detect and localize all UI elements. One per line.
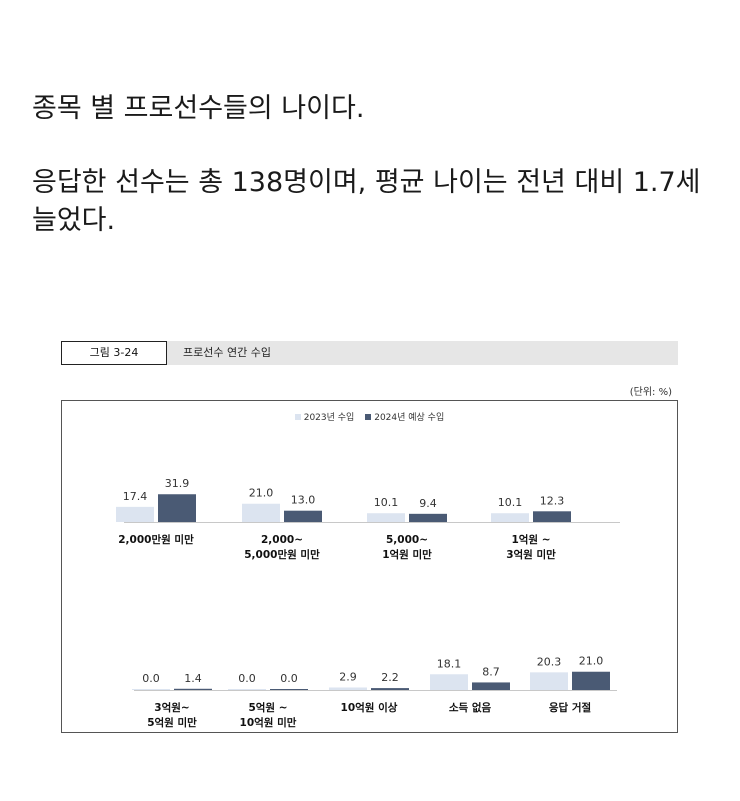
value-label-2024-6: 0.0 [280,672,298,685]
intro-line-2: 응답한 선수는 총 138명이며, 평균 나이는 전년 대비 1.7세 늘었다. [32,167,701,236]
bar-chart: 17.4 31.9 2,000만원 미만 21.0 13.0 2,000~ 5,000만원 … [116,477,620,729]
legend-item-2023: 2023년 수입 [294,410,355,423]
bar-2023-1 [116,506,154,522]
value-label-2024-5: 1.4 [184,672,202,685]
category-label-4-line-1: 1억원 ~ [511,533,550,546]
value-label-2023-6: 0.0 [238,672,256,685]
chart-container: 17.4 31.9 2,000만원 미만 21.0 13.0 2,000~ 5,000만원 … [61,400,678,733]
figure-number: 그림 3-24 [61,341,167,365]
category-label-3-line-2: 1억원 미만 [382,548,432,561]
chart-legend: 2023년 수입 2024년 예상 수입 [62,410,677,423]
bar-2023-9 [530,672,568,690]
value-label-2023-9: 20.3 [537,655,562,668]
category-label-8-line-1: 소득 없음 [449,701,492,714]
value-label-2024-8: 8.7 [482,665,500,678]
bar-2023-4 [491,513,529,522]
bar-2024-8 [472,682,510,690]
value-label-2023-4: 10.1 [498,496,523,509]
bar-2023-7 [329,687,367,690]
legend-label-2023: 2023년 수입 [303,413,355,423]
value-label-2024-4: 12.3 [540,494,565,507]
bar-2024-6 [270,689,308,690]
bar-2024-4 [533,511,571,522]
category-label-2-line-2: 5,000만원 미만 [244,548,320,561]
bar-2024-2 [284,510,322,522]
category-label-9-line-1: 응답 거절 [549,701,591,714]
bar-2024-7 [371,688,409,690]
bar-2023-8 [430,674,468,690]
intro-line-1: 종목 별 프로선수들의 나이다. [32,93,365,124]
figure-title: 프로선수 연간 수입 [183,346,271,359]
category-label-5-line-2: 5억원 미만 [147,716,197,729]
bar-2024-1 [158,494,196,522]
category-label-6-line-1: 5억원 ~ [248,701,287,714]
value-label-2024-9: 21.0 [579,655,604,668]
value-label-2024-3: 9.4 [419,497,437,510]
value-label-2023-1: 17.4 [123,490,148,503]
bar-2024-3 [409,513,447,522]
bar-2023-6 [228,689,266,690]
category-label-3-line-1: 5,000~ [386,534,428,546]
category-label-2-line-1: 2,000~ [261,534,303,546]
value-label-2023-5: 0.0 [142,672,160,685]
category-label-5-line-1: 3억원~ [154,701,189,714]
intro-text: 종목 별 프로선수들의 나이다. 응답한 선수는 총 138명이며, 평균 나이… [32,90,722,240]
value-label-2023-7: 2.9 [339,670,357,683]
legend-label-2024: 2024년 예상 수입 [374,413,445,423]
value-label-2024-1: 31.9 [165,477,190,490]
figure-header: 그림 3-24 프로선수 연간 수입 [61,341,678,365]
value-label-2023-3: 10.1 [374,496,399,509]
bar-2023-2 [242,503,280,522]
legend-swatch-2024 [365,414,372,420]
legend-swatch-2023 [294,414,301,420]
bar-2023-3 [367,513,405,522]
unit-label: (단위: %) [629,387,672,398]
bar-2024-9 [572,671,610,690]
category-label-6-line-2: 10억원 미만 [240,716,297,729]
category-label-7-line-1: 10억원 이상 [341,701,398,714]
legend-item-2024: 2024년 예상 수입 [365,410,444,423]
bar-2024-5 [174,688,212,690]
category-label-4-line-2: 3억원 미만 [506,548,556,561]
value-label-2023-2: 21.0 [249,487,274,500]
value-label-2023-8: 18.1 [437,657,462,670]
value-label-2024-2: 13.0 [291,494,316,507]
value-label-2024-7: 2.2 [381,671,399,684]
bar-2023-5 [132,689,170,690]
category-label-1-line-1: 2,000만원 미만 [118,533,194,546]
